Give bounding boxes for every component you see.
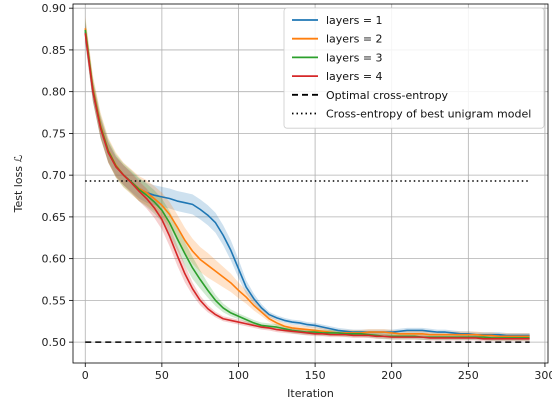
y-tick-label: 0.50 [42,336,67,349]
legend-label: layers = 1 [326,14,383,27]
y-tick-label: 0.70 [42,169,67,182]
y-tick-label: 0.60 [42,253,67,266]
series-line [84,31,530,337]
x-tick-label: 150 [305,369,326,382]
series-line [84,29,530,339]
x-tick-label: 300 [534,369,552,382]
y-axis-ticks: 0.50 0.55 0.60 0.65 0.70 0.75 0.80 0.85 0.90 [42,2,73,349]
x-tick-label: 250 [458,369,479,382]
y-tick-label: 0.75 [42,127,67,140]
x-tick-label: 200 [381,369,402,382]
band-layers-2 [85,15,530,340]
series-line [84,33,530,340]
series-lines [84,28,530,340]
x-tick-label: 0 [82,369,89,382]
legend-label: Optimal cross-entropy [326,89,449,102]
x-tick-label: 100 [228,369,249,382]
x-axis-ticks: 0 50 100 150 200 250 300 [82,363,552,382]
legend-label: layers = 2 [326,33,383,46]
legend-label: Cross-entropy of best unigram model [326,108,531,121]
y-tick-label: 0.65 [42,211,67,224]
legend: layers = 1 layers = 2 layers = 3 layers = 4… [283,7,545,129]
reference-lines [85,180,530,343]
legend-label: layers = 4 [326,70,383,83]
series-line [84,28,530,338]
x-tick-label: 50 [155,369,169,382]
legend-box [283,7,545,129]
y-tick-label: 0.90 [42,2,67,15]
y-tick-label: 0.85 [42,44,67,57]
legend-label: layers = 3 [326,51,383,64]
y-axis-label: Test loss ℒ [12,155,25,214]
plot-frame [72,3,549,364]
y-tick-label: 0.55 [42,294,67,307]
x-axis-label: Iteration [287,387,334,400]
y-tick-label: 0.80 [42,86,67,99]
confidence-bands [85,15,530,342]
